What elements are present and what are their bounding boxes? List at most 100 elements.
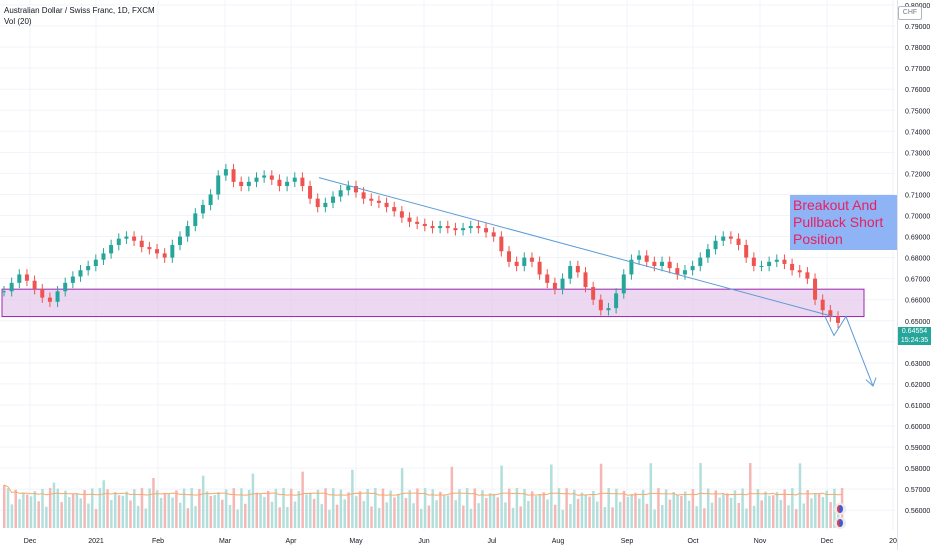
volume-bar xyxy=(477,503,480,528)
volume-bar xyxy=(56,488,60,528)
time-tick-label: Dec xyxy=(821,538,834,545)
candle-body xyxy=(353,186,358,193)
volume-bar xyxy=(546,499,549,528)
volume-bar xyxy=(48,488,52,528)
volume-bar xyxy=(584,494,588,528)
volume-bar xyxy=(37,501,40,528)
volume-bar xyxy=(607,488,610,528)
volume-bar xyxy=(339,489,343,528)
candle-body xyxy=(529,257,534,262)
time-tick-label: Nov xyxy=(754,538,767,545)
volume-bar xyxy=(247,489,251,528)
volume-bar xyxy=(565,488,568,528)
candle-body xyxy=(690,266,695,271)
volume-bar xyxy=(726,493,729,528)
event-flag-icon[interactable] xyxy=(834,517,846,529)
candle-body xyxy=(9,282,14,292)
volume-bar xyxy=(569,504,572,528)
candle-body xyxy=(736,238,741,245)
projection-arrow xyxy=(824,315,874,387)
candle-body xyxy=(170,244,175,258)
volume-bar xyxy=(133,489,136,528)
time-tick-label: Apr xyxy=(286,538,298,545)
candle-body xyxy=(422,223,427,227)
volume-bar xyxy=(645,503,649,528)
volume-bar xyxy=(580,492,584,528)
candle-body xyxy=(63,282,68,292)
candle-body xyxy=(637,255,642,260)
volume-bar xyxy=(691,489,695,528)
volume-bar xyxy=(400,468,404,528)
volume-bar xyxy=(458,489,461,528)
time-tick-label: Mar xyxy=(219,538,232,545)
volume-bar xyxy=(136,505,140,528)
arrowhead-icon xyxy=(865,377,877,387)
candle-body xyxy=(583,272,588,288)
candle-body xyxy=(461,228,466,231)
volume-bar xyxy=(699,463,702,528)
volume-bar xyxy=(18,499,21,528)
time-tick-label: Oct xyxy=(688,538,699,545)
volume-bar xyxy=(309,492,312,528)
volume-bar xyxy=(83,489,86,528)
candle-body xyxy=(216,175,221,195)
volume-bar xyxy=(798,463,802,528)
candle-body xyxy=(231,169,236,182)
volume-indicator-label[interactable]: Vol (20) xyxy=(4,17,32,26)
volume-bar xyxy=(52,482,56,528)
volume-bar xyxy=(779,499,783,528)
volume-bar xyxy=(144,508,148,528)
volume-bar xyxy=(829,502,832,528)
volume-bar xyxy=(680,495,683,528)
time-tick-label: Sep xyxy=(621,538,634,545)
volume-bar xyxy=(232,488,236,528)
volume-bar xyxy=(615,488,618,528)
volume-bar xyxy=(534,496,538,528)
candle-body xyxy=(445,226,450,229)
candle-body xyxy=(506,251,511,262)
candle-body xyxy=(55,291,60,302)
annotation-callout[interactable]: Breakout And Pullback Short Position xyxy=(790,195,897,250)
volume-bar xyxy=(152,477,155,528)
candle-body xyxy=(484,228,489,233)
candle-body xyxy=(629,259,634,275)
price-tick-label: 0.61000 xyxy=(905,403,930,410)
volume-bar xyxy=(251,473,255,528)
volume-bar xyxy=(542,492,545,528)
candle-body xyxy=(315,198,320,208)
volume-bar xyxy=(64,490,67,528)
volume-bar xyxy=(286,507,289,528)
volume-bar xyxy=(630,494,633,528)
price-tick-label: 0.67000 xyxy=(905,277,930,284)
volume-bar xyxy=(244,503,247,528)
time-axis-labels: Dec 2021 Feb Mar Apr May Jun Jul Aug Sep Oct Nov Dec… xyxy=(24,538,897,545)
volume-bar xyxy=(351,469,354,528)
price-tick-label: 0.75000 xyxy=(905,108,930,115)
volume-bar xyxy=(530,491,534,528)
volume-bar xyxy=(538,494,542,528)
volume-bar xyxy=(186,508,190,528)
price-tick-label: 0.58000 xyxy=(905,466,930,473)
volume-bar xyxy=(335,504,339,528)
candle-body xyxy=(208,194,213,205)
volume-bar xyxy=(496,497,500,528)
volume-bar xyxy=(802,503,806,528)
candle-body xyxy=(522,257,527,267)
volume-bar xyxy=(354,496,358,528)
currency-badge[interactable]: CHF xyxy=(898,6,922,20)
time-tick-label: 20 xyxy=(889,538,897,545)
price-tick-label: 0.60000 xyxy=(905,424,930,431)
volume-bar xyxy=(385,502,389,528)
event-flag-icon[interactable] xyxy=(834,503,846,515)
volume-bar xyxy=(221,499,224,528)
candle-body xyxy=(47,297,52,302)
volume-bar xyxy=(282,488,285,528)
candle-body xyxy=(820,299,825,311)
volume-bar xyxy=(672,492,675,528)
candle-body xyxy=(86,266,91,271)
volume-bar xyxy=(687,500,691,528)
candle-body xyxy=(537,261,542,275)
volume-bar xyxy=(14,489,17,528)
volume-bar xyxy=(113,491,117,528)
